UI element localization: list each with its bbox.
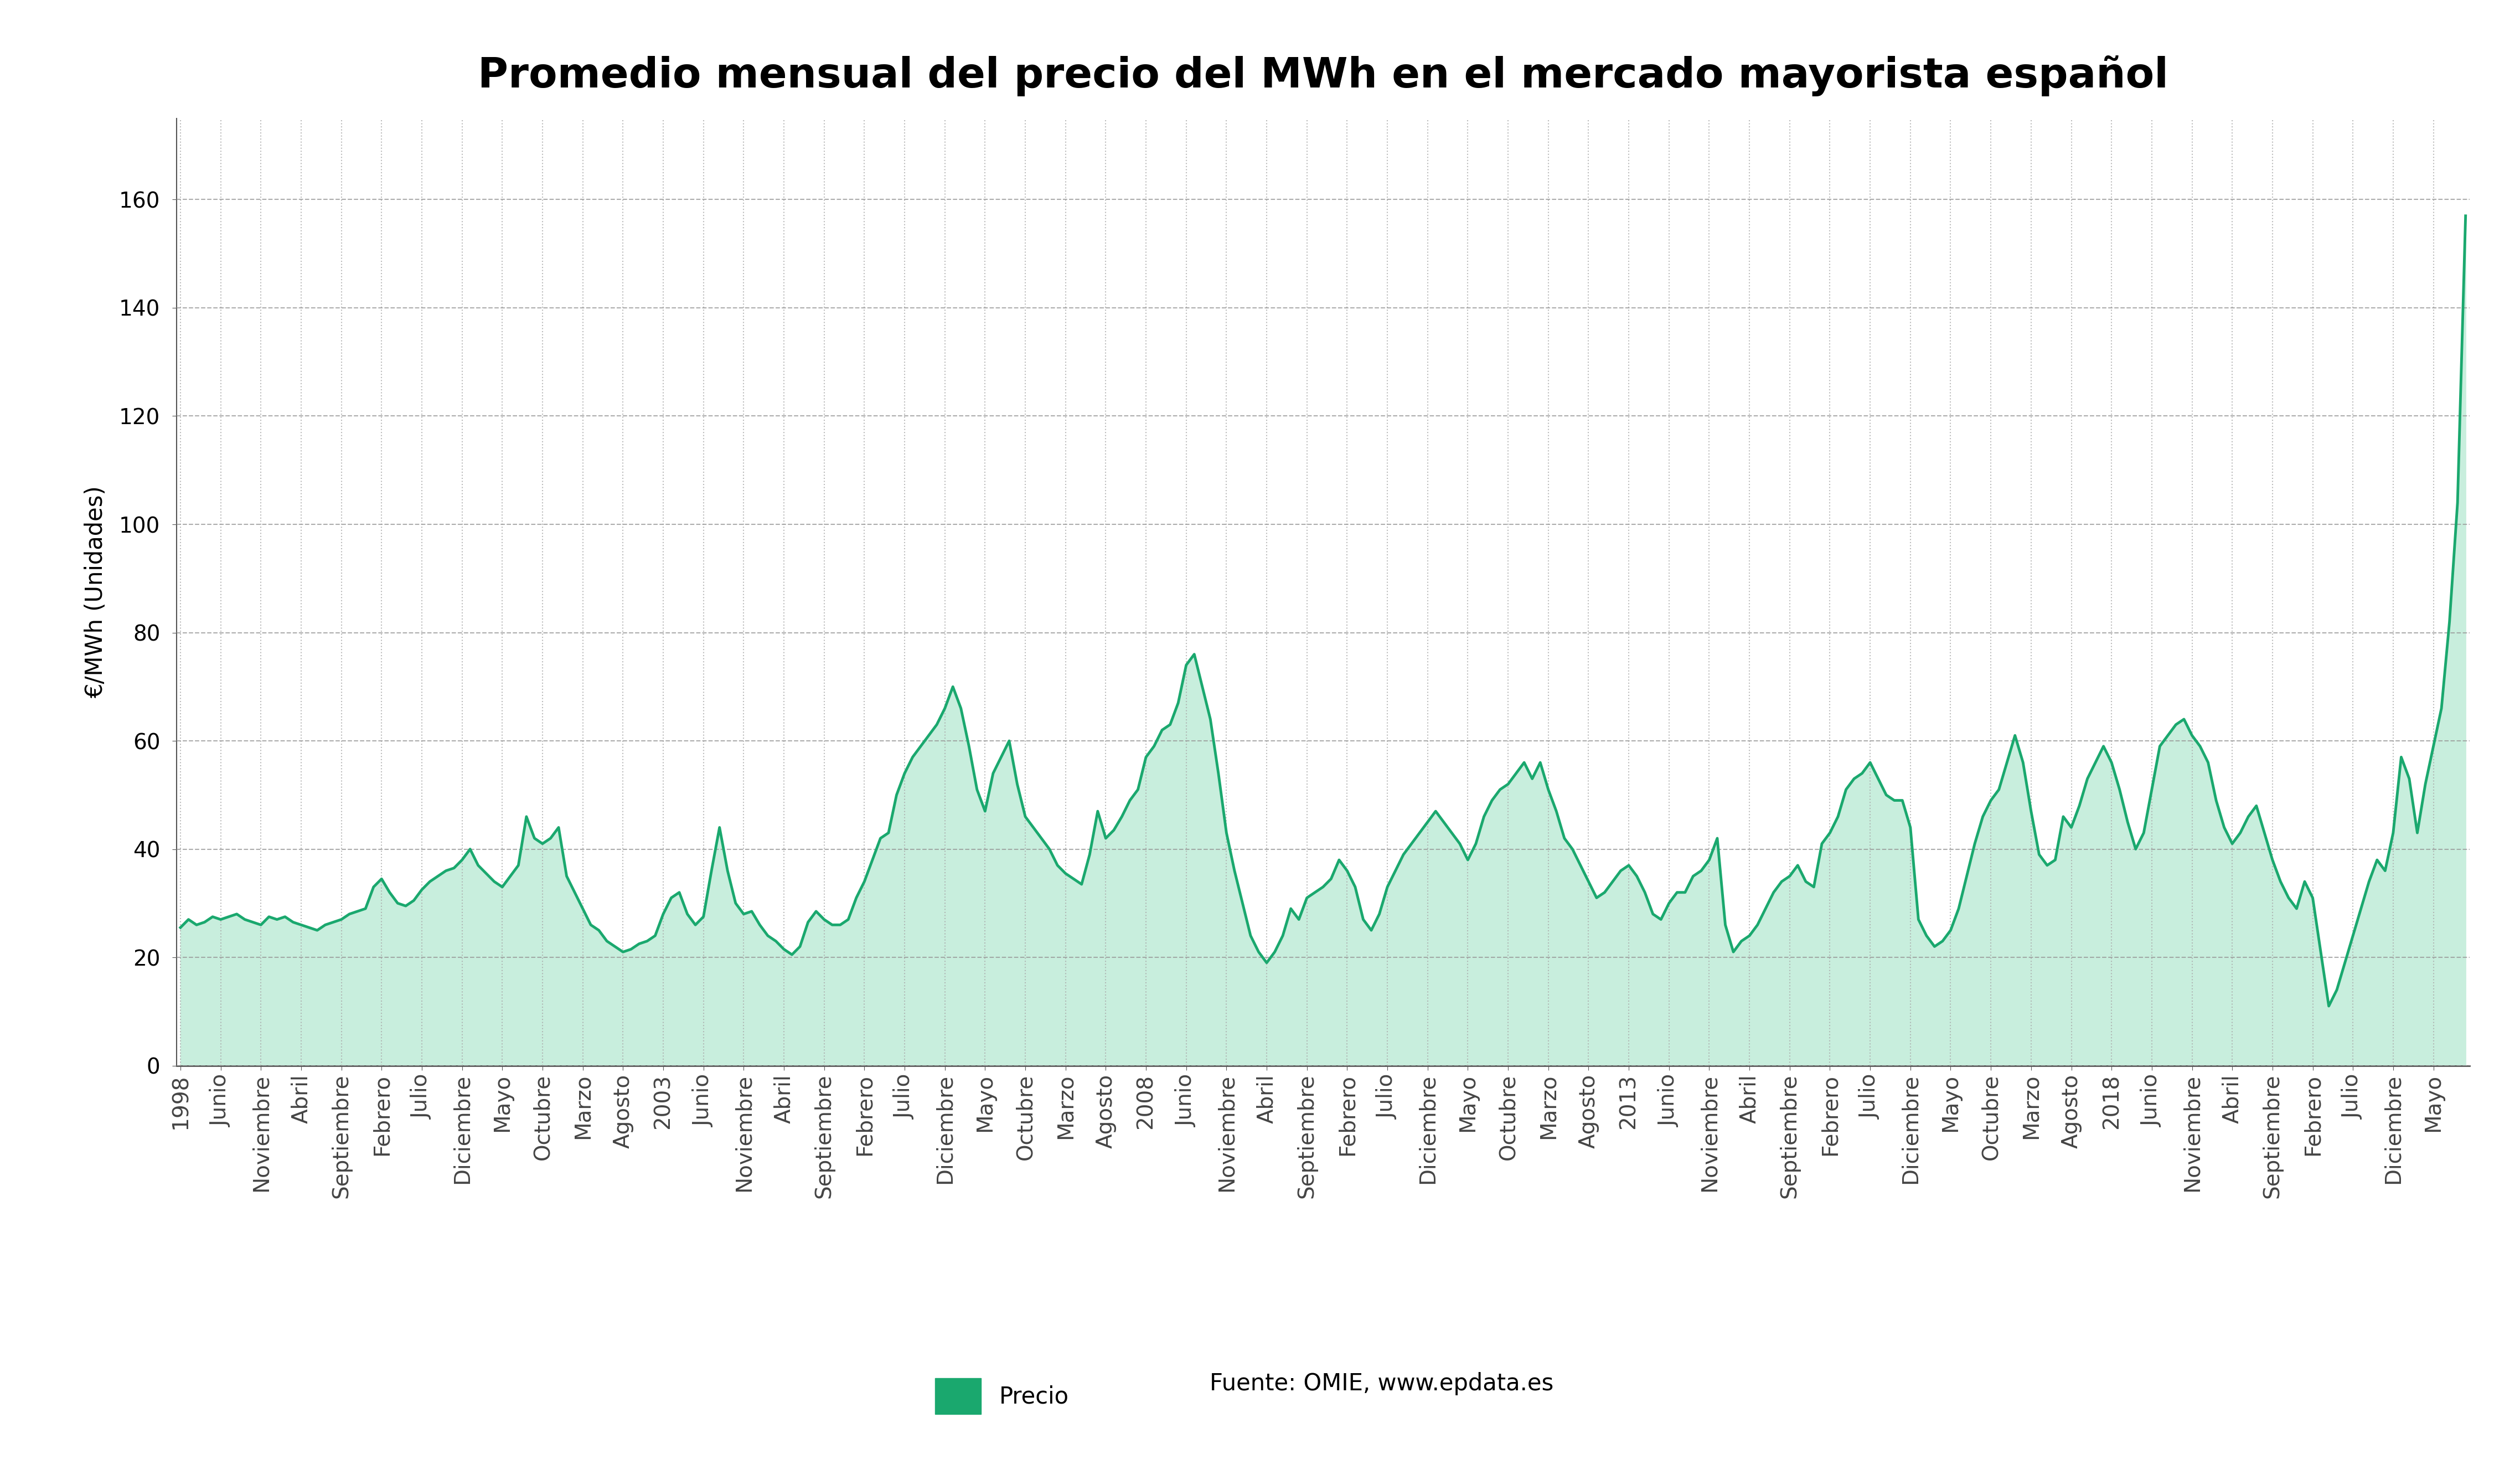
Y-axis label: €/MWh (Unidades): €/MWh (Unidades) xyxy=(83,485,108,699)
Text: Fuente: OMIE, www.epdata.es: Fuente: OMIE, www.epdata.es xyxy=(1210,1372,1552,1396)
Legend: Precio: Precio xyxy=(935,1378,1068,1413)
Title: Promedio mensual del precio del MWh en el mercado mayorista español: Promedio mensual del precio del MWh en e… xyxy=(479,56,2167,96)
